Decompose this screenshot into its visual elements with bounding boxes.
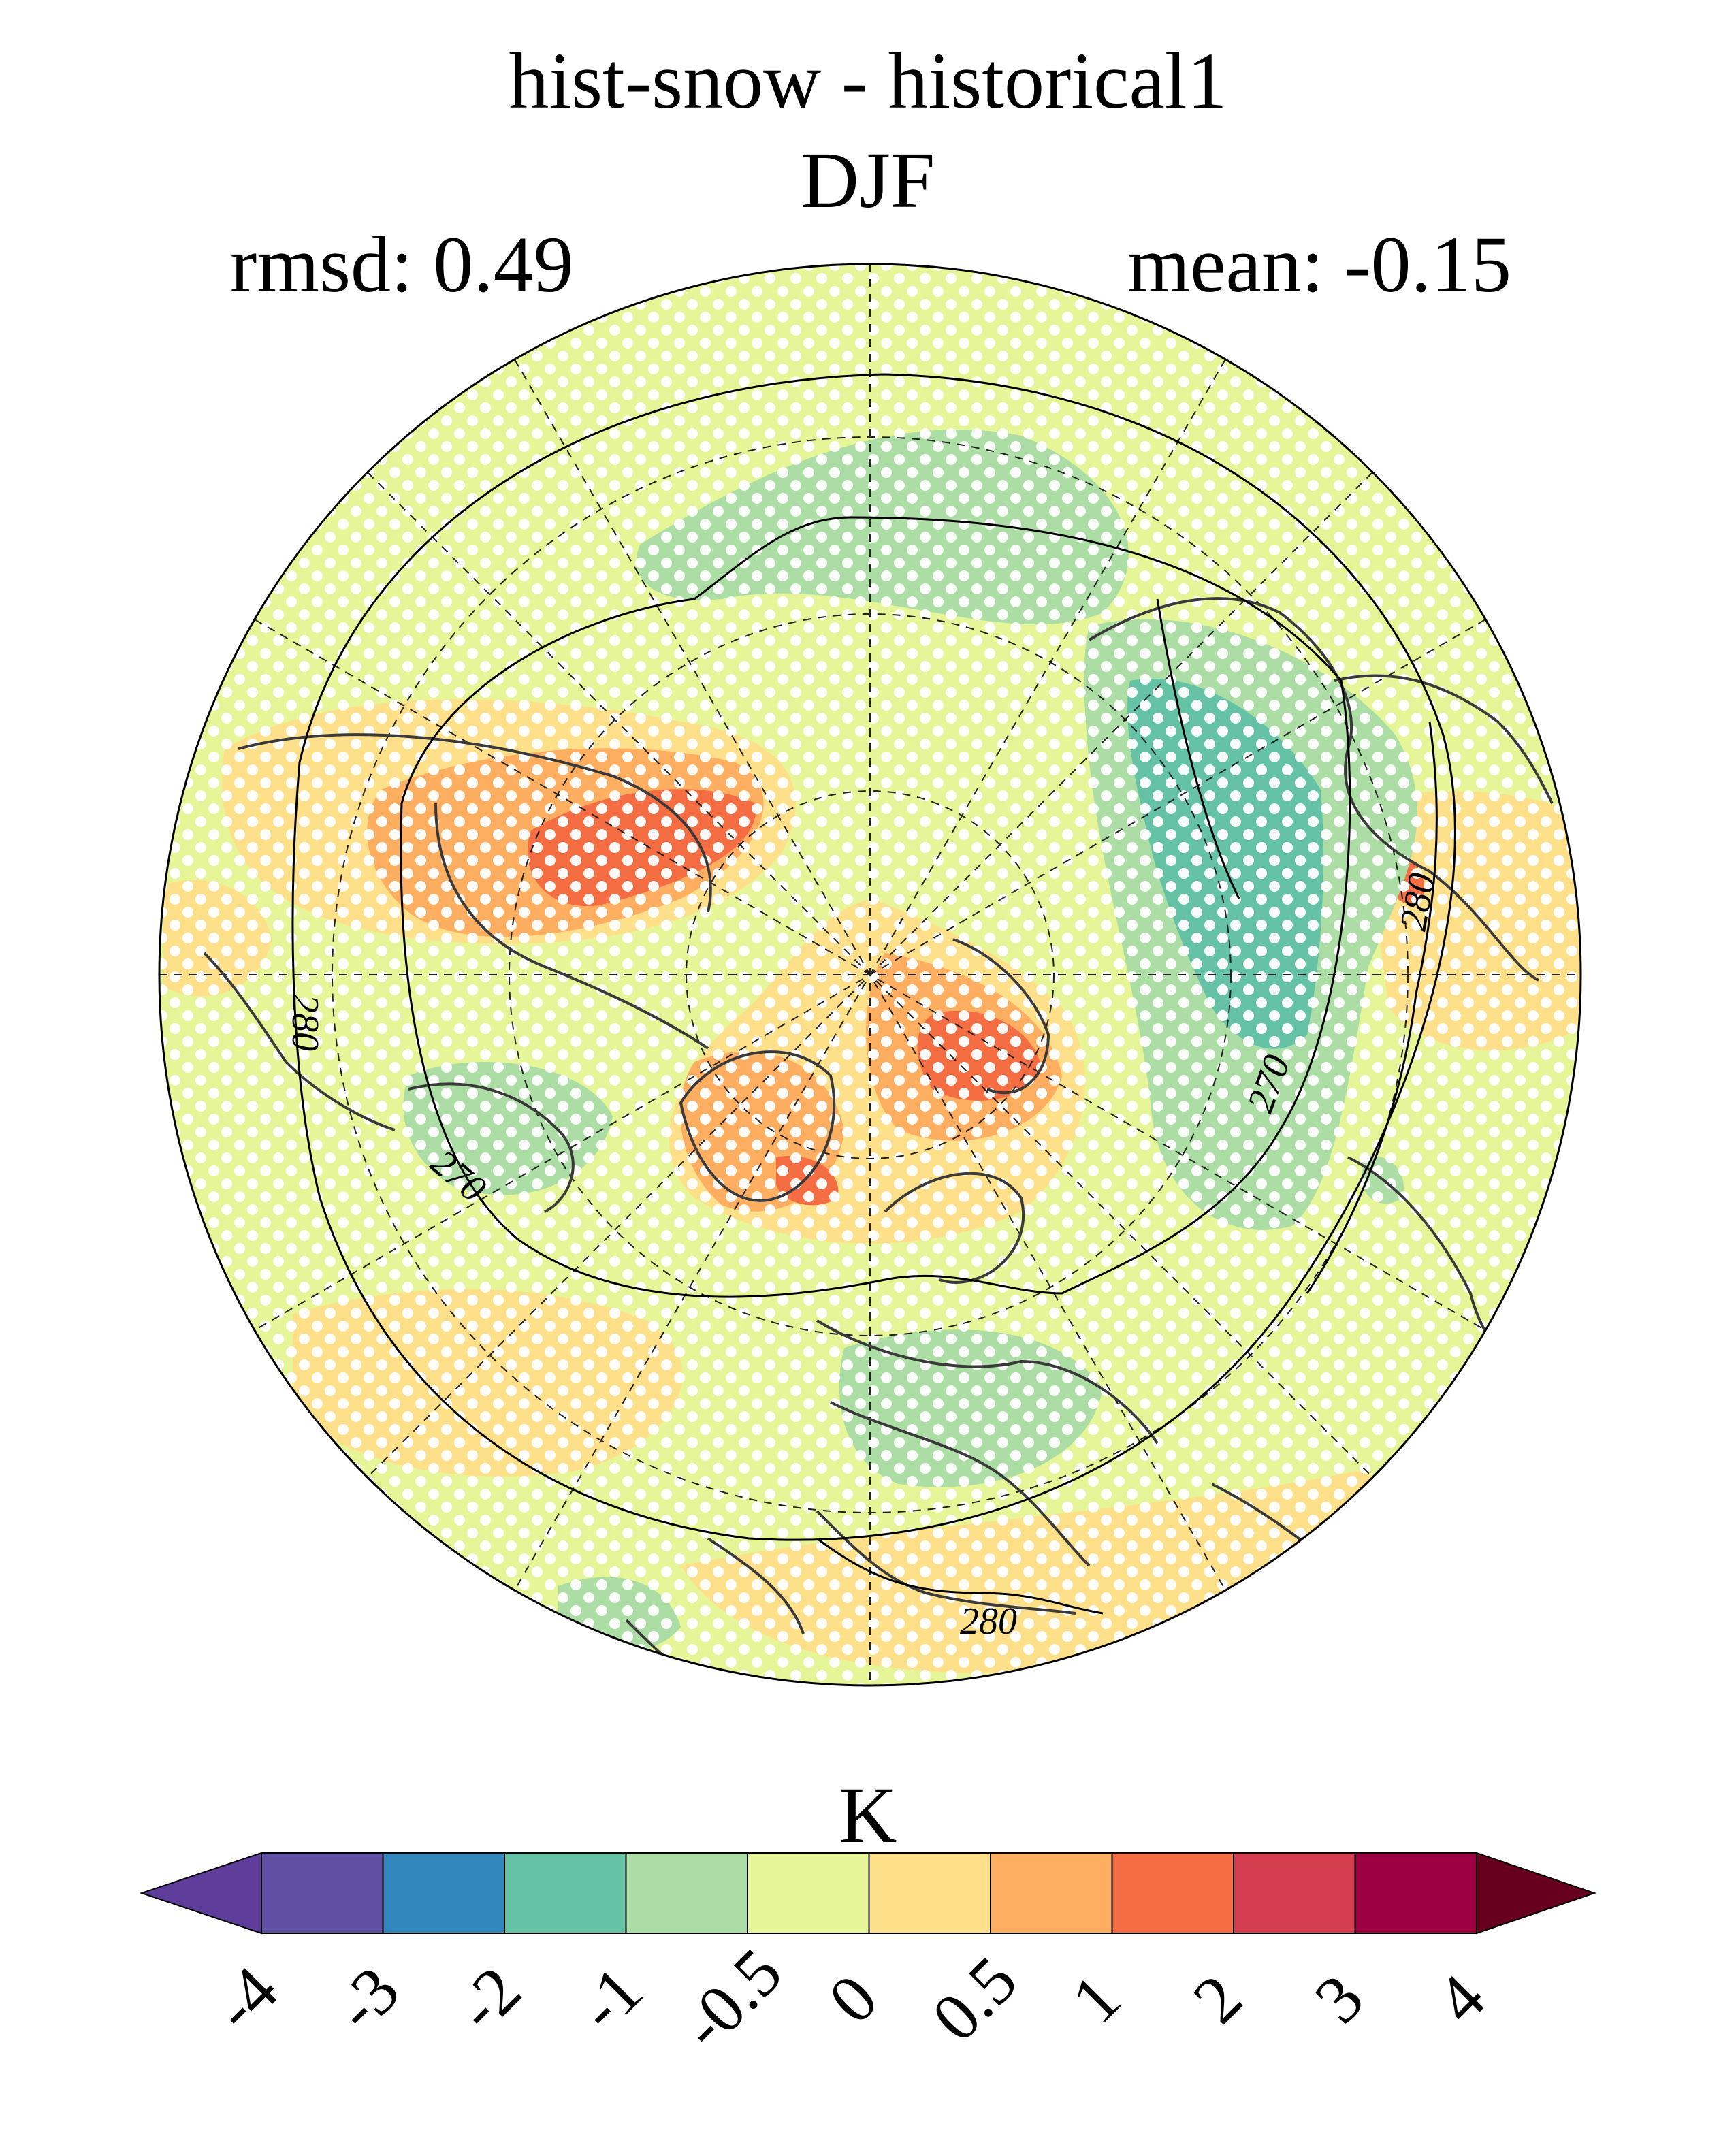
colorbar-tick-label: -0.5: [666, 1934, 796, 2063]
polar-map: 280 270 270 280 280: [158, 263, 1582, 1687]
colorbar-tick-label: 0: [814, 1960, 892, 2037]
colorbar-swatch: [1354, 1852, 1477, 1934]
colorbar-swatch: [261, 1852, 384, 1934]
colorbar-swatch: [990, 1852, 1113, 1934]
colorbar-swatch: [1111, 1852, 1234, 1934]
colorbar-tick-label: 4: [1421, 1960, 1499, 2037]
colorbar-tick-label: 2: [1178, 1960, 1256, 2037]
climatology-contours: [291, 373, 1456, 1615]
colorbar-swatch: [625, 1852, 748, 1934]
colorbar-tick-label: -2: [442, 1952, 535, 2046]
colorbar-swatch: [382, 1852, 505, 1934]
rmsd-label: rmsd: 0.49: [230, 220, 574, 309]
map-frame: [158, 263, 1582, 1687]
colorbar-tick-label: -3: [320, 1952, 413, 2046]
season-label: DJF: [801, 135, 935, 225]
colorbar-tick-label: -1: [563, 1952, 656, 2046]
colorbar-unit: K: [839, 1771, 897, 1860]
colorbar-swatch: [868, 1852, 991, 1934]
colorbar-tick-label: 1: [1057, 1960, 1135, 2037]
colorbar-extend-high: [1476, 1852, 1597, 1935]
colorbar-extend-low: [139, 1852, 262, 1935]
colorbar-tick-label: -4: [199, 1952, 292, 2046]
colorbar-swatch: [504, 1852, 627, 1934]
mean-label: mean: -0.15: [1127, 220, 1511, 309]
chart-title: hist-snow - historical1: [509, 36, 1227, 125]
colorbar-tick-label: 3: [1300, 1960, 1378, 2037]
contour-label: 280: [284, 994, 326, 1051]
colorbar-tick-label: 0.5: [918, 1942, 1031, 2056]
contour-label: 280: [1392, 870, 1444, 933]
colorbar-swatch: [1233, 1852, 1356, 1934]
coastlines: [203, 597, 1567, 1685]
graticule: [159, 264, 1581, 1685]
contour-label: 280: [960, 1600, 1017, 1643]
colorbar-swatch: [747, 1852, 870, 1934]
